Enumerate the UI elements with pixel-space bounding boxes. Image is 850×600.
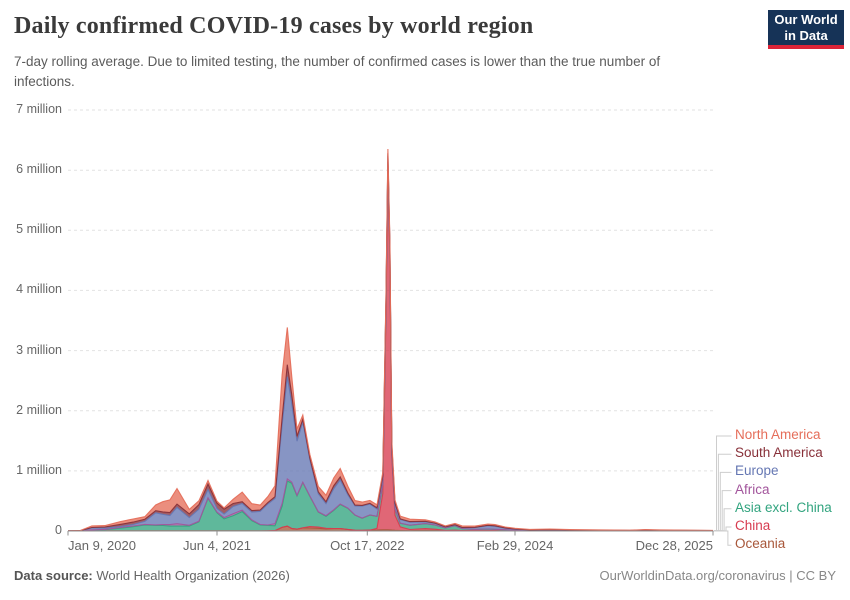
footer: Data source: World Health Organization (… — [14, 568, 836, 583]
x-tick-label: Dec 28, 2025 — [635, 538, 713, 553]
data-source-text: World Health Organization (2026) — [92, 568, 290, 583]
legend-item-south-america[interactable]: South America — [735, 445, 823, 461]
legend-item-oceania[interactable]: Oceania — [735, 536, 786, 552]
x-tick-label: Jan 9, 2020 — [68, 538, 136, 553]
chart-subtitle: 7-day rolling average. Due to limited te… — [14, 54, 661, 89]
owid-logo[interactable]: Our World in Data — [768, 10, 844, 49]
y-tick-label: 1 million — [16, 462, 62, 477]
y-tick-label: 0 — [55, 523, 62, 537]
line-africa — [67, 161, 714, 532]
chart-title: Daily confirmed COVID-19 cases by world … — [14, 13, 534, 39]
legend-item-europe[interactable]: Europe — [735, 463, 779, 479]
legend-item-china[interactable]: China — [735, 518, 771, 533]
data-source-label: Data source: — [14, 568, 93, 583]
x-tick-label: Oct 17, 2022 — [330, 538, 405, 553]
y-tick-label: 5 million — [16, 222, 62, 237]
credit-link[interactable]: OurWorldinData.org/coronavirus | CC BY — [599, 568, 836, 583]
y-tick-label: 3 million — [16, 342, 62, 357]
data-source: Data source: World Health Organization (… — [14, 568, 290, 583]
legend-item-africa[interactable]: Africa — [735, 481, 770, 497]
x-tick-label: Jun 4, 2021 — [183, 538, 251, 553]
line-south-america — [67, 153, 714, 532]
legend-item-north-america[interactable]: North America — [735, 427, 821, 442]
line-north-america — [67, 148, 714, 532]
legend-item-asia-excl-china[interactable]: Asia excl. China — [735, 499, 832, 515]
y-tick-label: 2 million — [16, 402, 62, 417]
y-tick-label: 7 million — [16, 102, 62, 116]
legend-connector — [713, 530, 732, 546]
owid-logo-line2: in Data — [784, 27, 828, 43]
y-tick-label: 4 million — [16, 282, 62, 297]
y-tick-label: 6 million — [16, 162, 62, 177]
owid-logo-line1: Our World — [774, 11, 838, 27]
x-tick-label: Feb 29, 2024 — [476, 538, 554, 553]
